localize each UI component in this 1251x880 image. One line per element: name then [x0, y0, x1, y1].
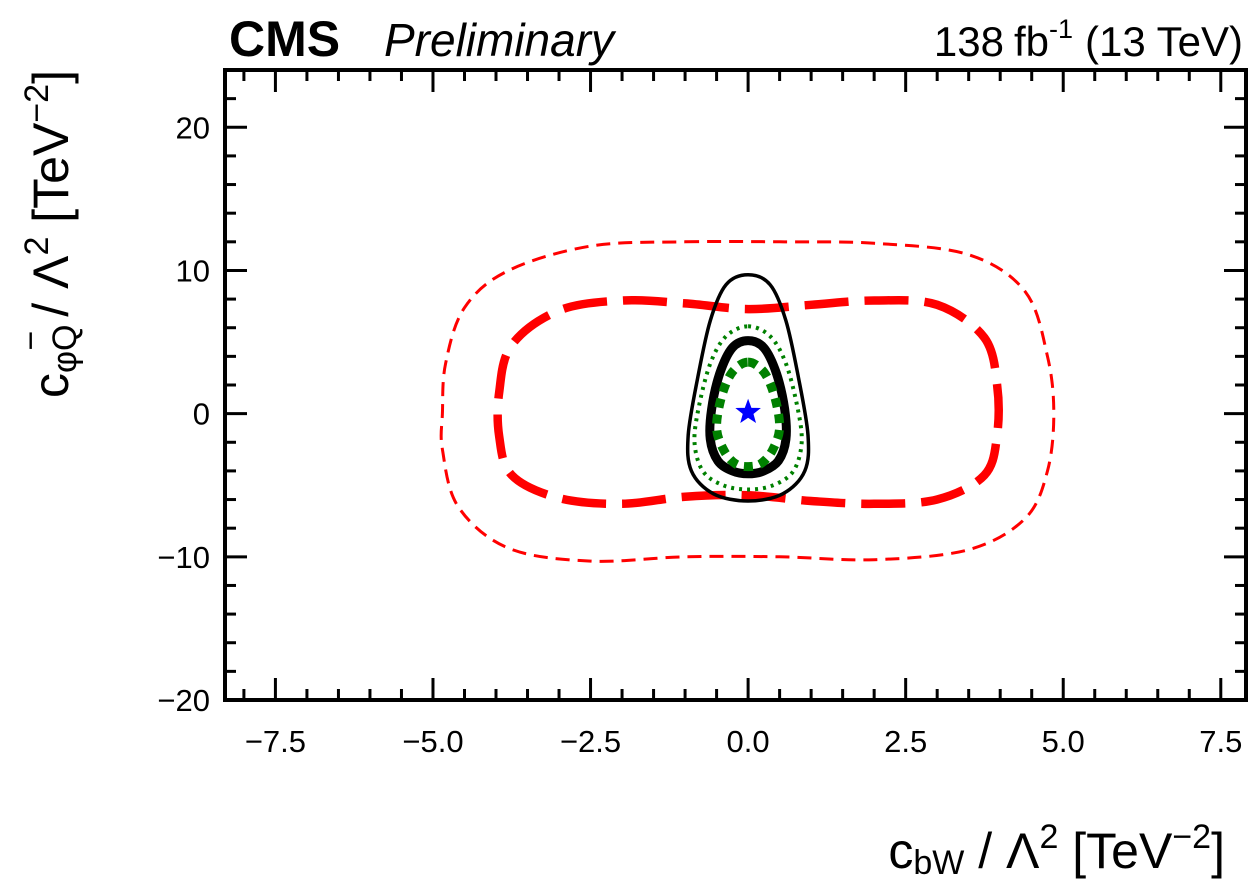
ticks-layer: [225, 68, 1246, 702]
cms-label: CMS: [229, 11, 340, 67]
y-tick-label: 10: [176, 253, 210, 288]
x-axis-title: cbW / Λ2 [TeV−2]: [888, 818, 1225, 880]
x-tick-label: 5.0: [1042, 724, 1085, 759]
plot-frame: [223, 68, 1248, 702]
energy-label: (13 TeV): [1085, 18, 1243, 65]
x-tick-label: 0.0: [727, 724, 770, 759]
contour-thick-dashed-1: [493, 295, 1003, 509]
y-tick-label: 20: [176, 110, 210, 145]
lumi-unit: fb: [1014, 18, 1049, 65]
y-axis-title: cφQ− / Λ2 [TeV−2]: [12, 70, 84, 398]
contours-layer: [439, 239, 1056, 563]
x-tick-label: −7.5: [245, 724, 306, 759]
x-tick-label: 7.5: [1199, 724, 1242, 759]
contour-thin-dashed-0: [439, 239, 1056, 563]
lumi-label: 138 fb-1 (13 TeV): [934, 14, 1243, 65]
x-tick-label: −5.0: [402, 724, 463, 759]
contour-thick-solid-4: [705, 336, 791, 479]
contour-thin-solid-2: [685, 273, 811, 503]
preliminary-label: Preliminary: [384, 14, 617, 66]
y-tick-label: −10: [157, 540, 210, 575]
tick-labels-layer: −7.5 −5.0 −2.5 0.0 2.5 5.0 7.5 −20 −10 0 10 20: [157, 110, 1242, 759]
x-tick-label: −2.5: [560, 724, 621, 759]
lumi-value: 138: [934, 18, 1004, 65]
contour-thin-dotted-3: [692, 324, 804, 492]
y-tick-label: 0: [193, 397, 210, 432]
x-tick-label: 2.5: [884, 724, 927, 759]
best-fit-star-marker: [735, 398, 761, 424]
y-tick-label: −20: [157, 683, 210, 718]
contour-thick-dotted-5: [712, 357, 785, 472]
marker-layer: [735, 398, 761, 424]
lumi-exponent: -1: [1049, 14, 1073, 44]
